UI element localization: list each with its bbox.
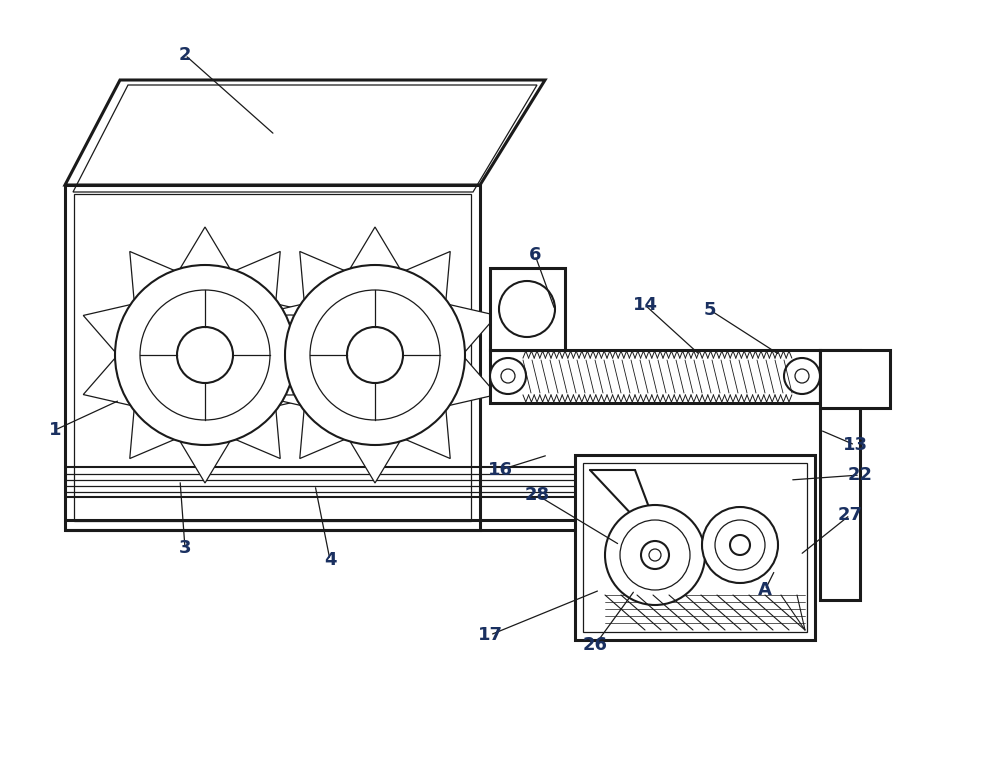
Circle shape — [347, 327, 403, 383]
Text: 26: 26 — [582, 636, 608, 654]
Text: 16: 16 — [488, 461, 512, 479]
Text: 28: 28 — [524, 486, 550, 504]
Text: 14: 14 — [633, 296, 658, 314]
Polygon shape — [180, 227, 230, 269]
Text: 13: 13 — [842, 436, 868, 454]
Bar — [65, 185, 480, 530]
Polygon shape — [450, 358, 497, 406]
Circle shape — [499, 281, 555, 337]
Circle shape — [702, 507, 778, 583]
Polygon shape — [65, 80, 545, 185]
Text: A: A — [758, 581, 772, 599]
Bar — [74, 194, 471, 521]
Circle shape — [784, 358, 820, 394]
Polygon shape — [130, 410, 174, 458]
Bar — [820, 350, 890, 408]
Text: 4: 4 — [324, 551, 336, 569]
Text: 6: 6 — [529, 246, 541, 264]
Polygon shape — [130, 251, 174, 300]
Text: 27: 27 — [838, 506, 862, 524]
Circle shape — [310, 290, 440, 420]
Circle shape — [250, 315, 330, 395]
Circle shape — [140, 290, 270, 420]
Polygon shape — [280, 358, 327, 406]
Polygon shape — [406, 410, 450, 458]
Circle shape — [285, 265, 465, 445]
Polygon shape — [236, 251, 280, 300]
Bar — [490, 268, 565, 350]
Circle shape — [715, 520, 765, 570]
Polygon shape — [253, 305, 300, 352]
Bar — [575, 455, 815, 640]
Text: 2: 2 — [179, 46, 191, 64]
Polygon shape — [350, 227, 400, 269]
Text: 3: 3 — [179, 539, 191, 557]
Circle shape — [177, 327, 233, 383]
Polygon shape — [280, 305, 327, 352]
Circle shape — [641, 541, 669, 569]
Polygon shape — [180, 442, 230, 483]
Polygon shape — [406, 251, 450, 300]
Polygon shape — [253, 358, 300, 406]
Polygon shape — [236, 410, 280, 458]
Circle shape — [490, 358, 526, 394]
Circle shape — [649, 549, 661, 561]
Circle shape — [730, 535, 750, 555]
Polygon shape — [83, 358, 130, 406]
Polygon shape — [83, 305, 130, 352]
Polygon shape — [300, 251, 344, 300]
Text: 5: 5 — [704, 301, 716, 319]
Text: 22: 22 — [848, 466, 872, 484]
Circle shape — [605, 505, 705, 605]
Polygon shape — [350, 442, 400, 483]
Bar — [490, 350, 820, 403]
Bar — [583, 463, 807, 632]
Circle shape — [795, 369, 809, 383]
Bar — [820, 350, 860, 600]
Circle shape — [115, 265, 295, 445]
Circle shape — [620, 520, 690, 590]
Polygon shape — [300, 410, 344, 458]
Polygon shape — [450, 305, 497, 352]
Text: 1: 1 — [49, 421, 61, 439]
Text: 17: 17 — [478, 626, 503, 644]
Circle shape — [501, 369, 515, 383]
